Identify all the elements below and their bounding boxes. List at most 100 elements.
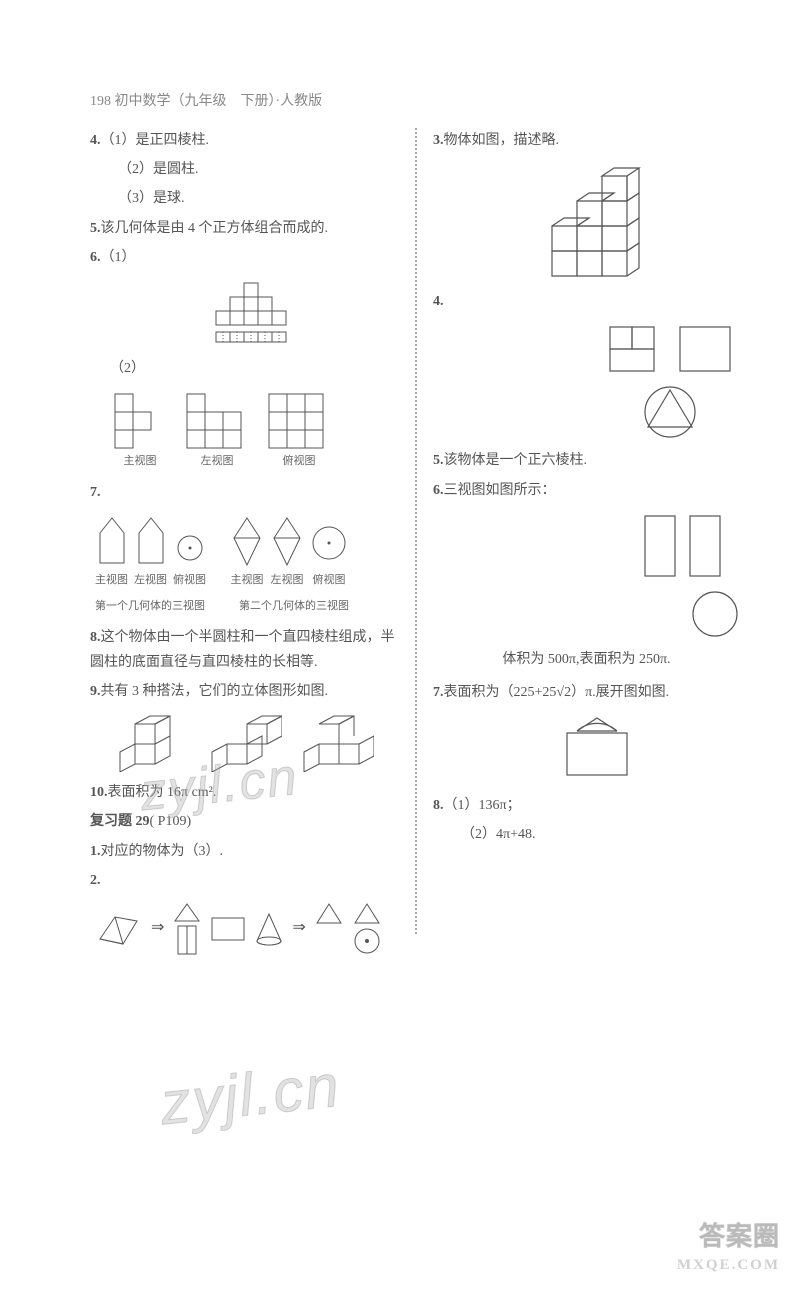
rq7-num: 7. [433, 685, 444, 700]
q7-l2: 左视图 [134, 571, 167, 591]
rq6-result: 体积为 500π,表面积为 250π. [433, 647, 740, 672]
view-label-front: 主视图 [124, 452, 157, 472]
triangle-over-circle [352, 901, 382, 956]
q10: 10.表面积为 16π cm². [90, 780, 397, 805]
q4-a2: （2）是圆柱. [90, 157, 397, 182]
q8-num: 8. [90, 630, 101, 645]
r2-num: 2. [90, 873, 101, 888]
right-column: 3.物体如图，描述略. 4. 5 [415, 128, 740, 964]
q7-l5: 左视图 [271, 571, 304, 591]
shape-rhombus-2 [270, 513, 304, 568]
q7-num: 7. [90, 485, 101, 500]
review-title: 复习题 29( P109) [90, 809, 397, 834]
q7-cap2: 第二个几何体的三视图 [229, 597, 359, 617]
logo-1: 答案圈 [699, 1216, 780, 1253]
left-column: 4.（1）是正四棱柱. （2）是圆柱. （3）是球. 5.该几何体是由 4 个正… [90, 128, 415, 964]
rq8-num: 8. [433, 798, 444, 813]
r2-figs: ⇒ ⇒ [95, 901, 397, 956]
rq6: 6.三视图如图所示： [433, 478, 740, 503]
rq7-text: 表面积为（225+25√2）π.展开图如图. [444, 685, 670, 700]
two-rect-shapes [600, 322, 740, 377]
cube-staircase-diagram [527, 161, 667, 281]
rq6-num: 6. [433, 483, 444, 498]
rq3: 3.物体如图，描述略. [433, 128, 740, 153]
q8: 8.这个物体由一个半圆柱和一个直四棱柱组成，半圆柱的底面直径与直四棱柱的长相等. [90, 625, 397, 675]
rq3-text: 物体如图，描述略. [444, 133, 560, 148]
q9-text: 共有 3 种搭法，它们的立体图形如图. [101, 684, 329, 699]
rq7: 7.表面积为（225+25√2）π.展开图如图. [433, 680, 740, 705]
circle-triangle-shape [600, 385, 740, 440]
left-view-1 [182, 389, 252, 449]
q5-num: 5. [90, 221, 101, 236]
q9-num: 9. [90, 684, 101, 699]
logo-2: MXQE.COM [677, 1257, 780, 1274]
q7-l1: 主视图 [95, 571, 128, 591]
q7-l3: 俯视图 [173, 571, 206, 591]
q6-fig2: 主视图 左视图 俯视图 [110, 389, 397, 472]
q7-figs: 主视图 左视图 俯视图 主视图 左视图 [95, 513, 397, 591]
top-view-1 [264, 389, 334, 449]
q7-l4: 主视图 [231, 571, 264, 591]
review-title-text: 复习题 29 [90, 814, 150, 829]
q10-text: 表面积为 16π cm². [108, 785, 217, 800]
q6: 6.（1） [90, 245, 397, 270]
front-view-1 [110, 389, 170, 449]
q6-num: 6. [90, 250, 101, 265]
rq6-text: 三视图如图所示： [444, 483, 556, 498]
r1-text: 对应的物体为（3）. [101, 844, 224, 859]
rq8-a2: （2）4π+48. [433, 822, 740, 847]
q6-fig1 [110, 278, 397, 348]
rq4-num: 4. [433, 294, 444, 309]
column-divider [415, 128, 417, 934]
q5-text: 该几何体是由 4 个正方体组合而成的. [101, 221, 329, 236]
cube-pyramid-diagram [194, 278, 314, 348]
shape-circle-dot-1 [175, 513, 205, 568]
q7-l6: 俯视图 [313, 571, 346, 591]
rq5-num: 5. [433, 453, 444, 468]
shape-rhombus-1 [230, 513, 264, 568]
rq5: 5.该物体是一个正六棱柱. [433, 448, 740, 473]
arrow-2: ⇒ [292, 914, 305, 943]
q6-a1: （1） [101, 250, 136, 265]
triangle-over-rects [172, 901, 202, 956]
cube-stack-2 [202, 712, 282, 772]
cube-stack-1 [110, 712, 190, 772]
shape-pentagon-1 [97, 513, 127, 568]
cone-net-diagram [547, 713, 647, 783]
rq8: 8.（1）136π； [433, 793, 740, 818]
q4: 4.（1）是正四棱柱. [90, 128, 397, 153]
watermark-2: zyjl.cn [157, 1051, 344, 1139]
page-header: 198 初中数学（九年级 下册）·人教版 [90, 90, 740, 110]
rq4-figs [453, 322, 740, 440]
rect-simple [210, 916, 246, 942]
cone-3d-icon [254, 909, 284, 949]
two-tall-rects [620, 511, 740, 581]
arrow-1: ⇒ [151, 914, 164, 943]
view-label-left: 左视图 [201, 452, 234, 472]
q8-text: 这个物体由一个半圆柱和一个直四棱柱组成，半圆柱的底面直径与直四棱柱的长相等. [90, 630, 395, 670]
prism-3d-icon [95, 909, 143, 949]
q9: 9.共有 3 种搭法，它们的立体图形如图. [90, 679, 397, 704]
q4-a3: （3）是球. [90, 186, 397, 211]
rq6-figs [453, 511, 740, 639]
q7-captions: 第一个几何体的三视图 第二个几何体的三视图 [95, 597, 397, 617]
view-label-top: 俯视图 [283, 452, 316, 472]
r1: 1.对应的物体为（3）. [90, 839, 397, 864]
rq8-a1: （1）136π； [444, 798, 521, 813]
rq3-fig [453, 161, 740, 281]
triangle-1 [314, 901, 344, 956]
rq5-text: 该物体是一个正六棱柱. [444, 453, 588, 468]
r1-num: 1. [90, 844, 101, 859]
rq7-fig [453, 713, 740, 783]
r2: 2. [90, 868, 397, 893]
shape-pentagon-2 [136, 513, 166, 568]
q9-figs [110, 712, 397, 772]
q4-a1: （1）是正四棱柱. [101, 133, 210, 148]
circle-only [690, 589, 740, 639]
q6-a2: （2） [90, 356, 397, 381]
q5: 5.该几何体是由 4 个正方体组合而成的. [90, 216, 397, 241]
rq3-num: 3. [433, 133, 444, 148]
q7: 7. [90, 480, 397, 505]
rq4: 4. [433, 289, 740, 314]
q7-cap1: 第一个几何体的三视图 [95, 597, 205, 617]
